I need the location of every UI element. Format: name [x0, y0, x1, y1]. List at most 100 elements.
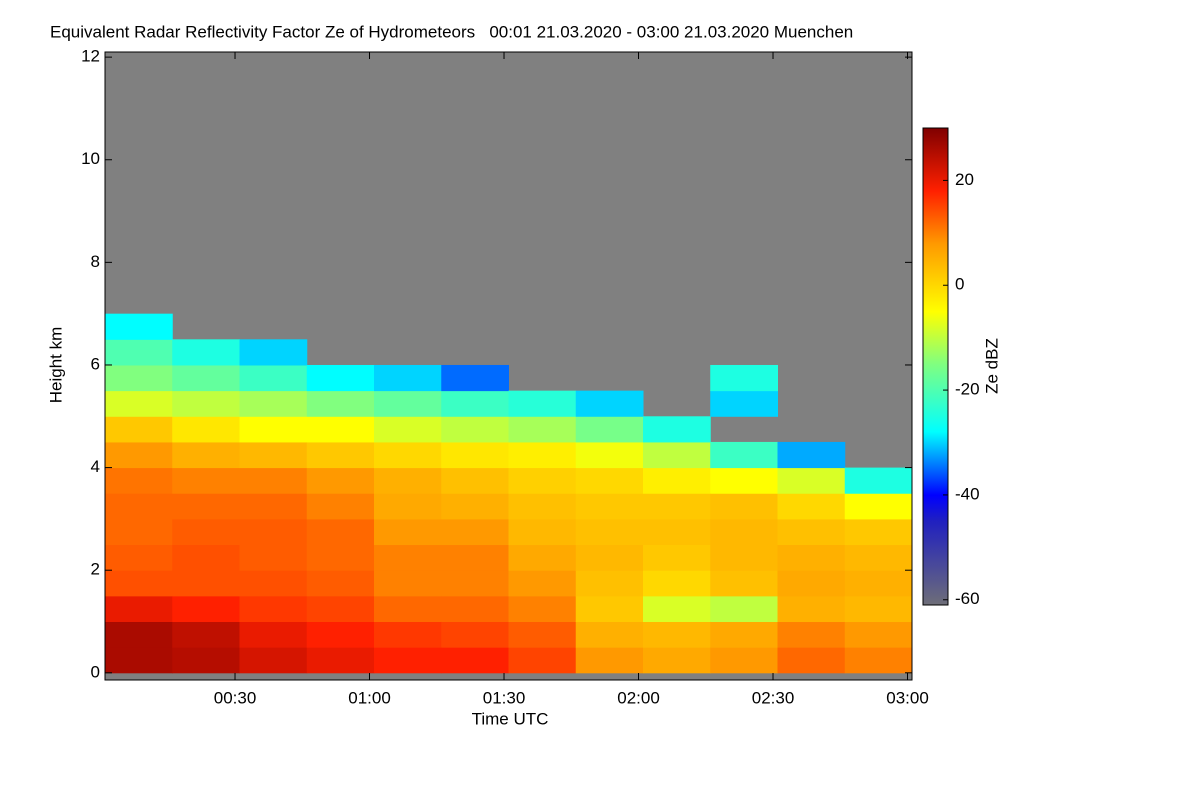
heatmap [105, 313, 913, 674]
heatmap-cell [105, 544, 173, 571]
heatmap-cell [643, 621, 711, 648]
heatmap-cell [172, 390, 240, 417]
heatmap-cell [777, 441, 846, 469]
heatmap-cell [844, 595, 913, 623]
heatmap-cell [306, 390, 375, 417]
heatmap-cell [239, 416, 308, 443]
heatmap-cell [710, 621, 778, 648]
y-tick-label: 6 [91, 354, 100, 373]
heatmap-cell [441, 621, 509, 648]
heatmap-cell [643, 493, 711, 520]
heatmap-cell [172, 595, 240, 623]
heatmap-cell [306, 621, 375, 648]
heatmap-cell [306, 364, 375, 392]
heatmap-cell [105, 647, 173, 674]
heatmap-cell [844, 467, 913, 494]
heatmap-cell [105, 416, 173, 443]
heatmap-cell [374, 441, 442, 469]
x-tick-label: 00:30 [214, 688, 257, 707]
colorbar-tick-label: -20 [955, 380, 980, 399]
heatmap-cell [508, 390, 577, 417]
heatmap-cell [710, 441, 778, 469]
heatmap-cell [575, 621, 644, 648]
heatmap-cell [643, 467, 711, 494]
heatmap-cell [508, 518, 577, 546]
heatmap-cell [306, 595, 375, 623]
heatmap-cell [374, 518, 442, 546]
heatmap-cell [575, 441, 644, 469]
heatmap-cell [441, 441, 509, 469]
heatmap-cell [239, 493, 308, 520]
heatmap-cell [575, 544, 644, 571]
x-tick-label: 01:30 [483, 688, 526, 707]
heatmap-cell [575, 467, 644, 494]
heatmap-cell [441, 518, 509, 546]
heatmap-cell [643, 570, 711, 597]
heatmap-cell [105, 441, 173, 469]
heatmap-cell [441, 493, 509, 520]
heatmap-cell [172, 339, 240, 366]
heatmap-cell [643, 416, 711, 443]
heatmap-cell [374, 467, 442, 494]
heatmap-cell [172, 416, 240, 443]
heatmap-cell [643, 544, 711, 571]
heatmap-cell [239, 621, 308, 648]
x-axis-label: Time UTC [472, 709, 549, 728]
heatmap-cell [172, 621, 240, 648]
heatmap-cell [777, 493, 846, 520]
heatmap-cell [105, 364, 173, 392]
heatmap-cell [105, 621, 173, 648]
heatmap-cell [575, 416, 644, 443]
heatmap-cell [306, 518, 375, 546]
heatmap-cell [105, 595, 173, 623]
heatmap-cell [441, 647, 509, 674]
heatmap-cell [441, 416, 509, 443]
heatmap-cell [508, 621, 577, 648]
heatmap-cell [239, 390, 308, 417]
heatmap-cell [441, 467, 509, 494]
y-tick-label: 2 [91, 560, 100, 579]
plot-frame [104, 51, 913, 681]
y-axis-label: Height km [46, 327, 65, 404]
heatmap-cell [172, 364, 240, 392]
heatmap-cell [239, 467, 308, 494]
heatmap-cell [306, 647, 375, 674]
heatmap-cell [306, 493, 375, 520]
x-tick-label: 02:30 [752, 688, 795, 707]
heatmap-cell [508, 441, 577, 469]
heatmap-cell [105, 518, 173, 546]
heatmap-cell [172, 467, 240, 494]
heatmap-cell [575, 647, 644, 674]
heatmap-cell [172, 647, 240, 674]
heatmap-cell [844, 544, 913, 571]
x-tick-label: 02:00 [617, 688, 660, 707]
heatmap-cell [105, 493, 173, 520]
colorbar-tick-label: 20 [955, 170, 974, 189]
heatmap-cell [710, 544, 778, 571]
heatmap-cell [239, 570, 308, 597]
heatmap-cell [172, 570, 240, 597]
y-tick-label: 8 [91, 252, 100, 271]
heatmap-cell [777, 544, 846, 571]
heatmap-cell [374, 390, 442, 417]
heatmap-cell [441, 570, 509, 597]
colorbar-tick-label: -40 [955, 484, 980, 503]
heatmap-cell [710, 647, 778, 674]
heatmap-cell [441, 364, 509, 392]
heatmap-cell [710, 595, 778, 623]
heatmap-cell [508, 595, 577, 623]
heatmap-cell [239, 364, 308, 392]
heatmap-cell [374, 647, 442, 674]
heatmap-cell [575, 390, 644, 417]
heatmap-cell [306, 416, 375, 443]
heatmap-cell [777, 570, 846, 597]
heatmap-cell [105, 313, 173, 340]
chart-title: Equivalent Radar Reflectivity Factor Ze … [50, 22, 853, 41]
heatmap-cell [172, 518, 240, 546]
heatmap-cell [777, 467, 846, 494]
y-tick-label: 0 [91, 662, 100, 681]
colorbar-label: Ze dBZ [982, 338, 1001, 394]
heatmap-cell [374, 364, 442, 392]
heatmap-cell [643, 441, 711, 469]
heatmap-cell [710, 518, 778, 546]
